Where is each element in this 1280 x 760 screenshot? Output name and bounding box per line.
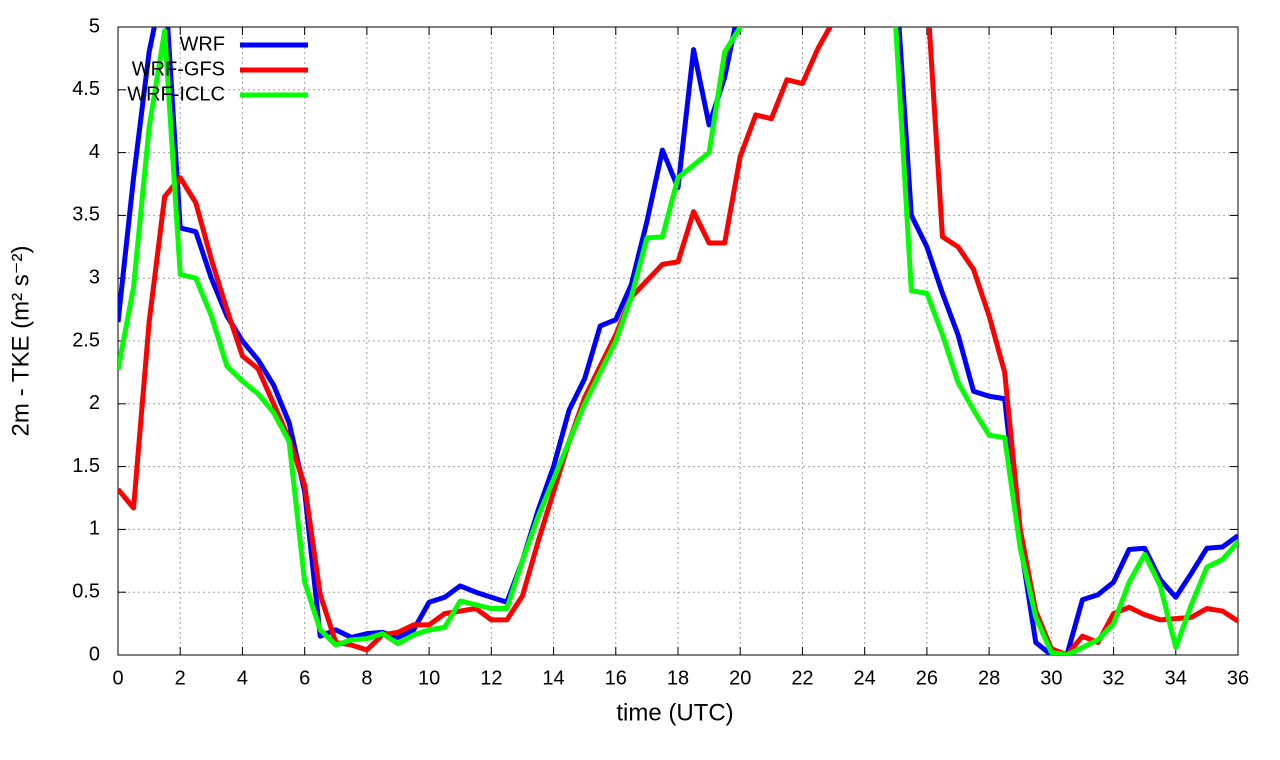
x-tick-label: 14: [542, 667, 564, 689]
x-tick-label: 16: [605, 667, 627, 689]
y-tick-label: 5: [89, 15, 100, 37]
y-tick-label: 2: [89, 392, 100, 414]
y-tick-label: 1: [89, 518, 100, 540]
legend-label: WRF: [179, 33, 225, 55]
x-tick-label: 26: [916, 667, 938, 689]
x-tick-label: 0: [112, 667, 123, 689]
x-tick-label: 30: [1040, 667, 1062, 689]
x-tick-label: 18: [667, 667, 689, 689]
x-tick-label: 34: [1165, 667, 1187, 689]
x-tick-label: 22: [791, 667, 813, 689]
plot-frame: [117, 26, 1239, 656]
plot-area: [118, 27, 1238, 655]
legend-label: WRF-ICLC: [127, 83, 225, 105]
y-tick-label: 2.5: [72, 329, 100, 351]
x-tick-label: 2: [175, 667, 186, 689]
y-tick-label: 4: [89, 141, 100, 163]
x-tick-label: 28: [978, 667, 1000, 689]
y-axis-label: 2m - TKE (m² s⁻²): [7, 246, 34, 437]
y-tick-label: 0.5: [72, 580, 100, 602]
x-tick-label: 36: [1227, 667, 1249, 689]
x-tick-label: 24: [854, 667, 876, 689]
y-tick-label: 0: [89, 643, 100, 665]
y-tick-label: 4.5: [72, 78, 100, 100]
y-tick-label: 3: [89, 266, 100, 288]
y-tick-label: 3.5: [72, 204, 100, 226]
x-tick-label: 12: [480, 667, 502, 689]
x-tick-label: 10: [418, 667, 440, 689]
x-axis-label: time (UTC): [616, 699, 733, 726]
x-tick-label: 20: [729, 667, 751, 689]
x-tick-label: 6: [299, 667, 310, 689]
series-line: [118, 27, 1238, 655]
x-tick-label: 4: [237, 667, 248, 689]
x-tick-label: 8: [361, 667, 372, 689]
x-tick-label: 32: [1102, 667, 1124, 689]
y-tick-label: 1.5: [72, 455, 100, 477]
legend-label: WRF-GFS: [132, 58, 225, 80]
